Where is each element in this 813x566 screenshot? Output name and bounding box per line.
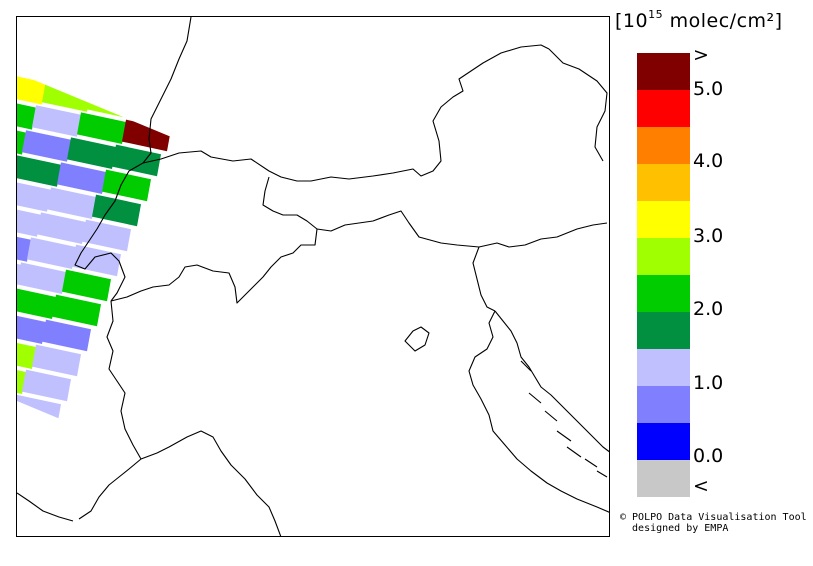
legend-tick-label: 2.0 [693, 298, 724, 320]
legend-swatch [637, 238, 690, 275]
legend-tick-label: 0.0 [693, 445, 724, 467]
coastlines-borders [17, 17, 609, 536]
legend-tick-label: 4.0 [693, 150, 724, 172]
legend-swatch [637, 53, 690, 90]
swath-pixel [87, 87, 136, 119]
swath-pixel [77, 112, 126, 144]
border-france-italy [78, 300, 142, 520]
swath-pixel [92, 194, 141, 227]
legend-swatch [637, 460, 690, 497]
coast-istria-croatia [494, 310, 609, 453]
legend-swatch [637, 312, 690, 349]
swath-pixel [47, 187, 96, 219]
swath-pixel [17, 419, 51, 421]
coast-liguria [140, 430, 282, 536]
swath-pixel [17, 262, 66, 294]
swath-pixel [82, 219, 131, 252]
legend-swatch [637, 423, 690, 460]
border-italy-slovenia [472, 246, 496, 312]
legend-swatch [637, 201, 690, 238]
border-austria-germany [548, 48, 608, 162]
swath-pixel [17, 287, 56, 319]
legend-tick-label: < [693, 475, 709, 497]
credit-line-1: © POLPO Data Visualisation Tool [620, 512, 807, 523]
legend-swatch [637, 90, 690, 127]
legend-tick-label: > [693, 44, 709, 66]
swath-pixel [32, 344, 81, 377]
swath-pixel [17, 312, 46, 344]
swath-pixel [17, 205, 41, 237]
swath-pixel [42, 80, 91, 112]
swath-pixel [17, 98, 36, 130]
coast-southwest [17, 492, 74, 522]
swath-pixel [52, 294, 101, 327]
credit-line-2: designed by EMPA [620, 523, 729, 534]
swath-pixel [17, 180, 51, 212]
swath-pixel [37, 212, 86, 244]
swath-pixel [17, 155, 61, 187]
legend-swatch [637, 386, 690, 423]
swath-pixel [32, 105, 81, 137]
swath-pixel [102, 169, 151, 202]
units-main: [10 [615, 10, 649, 32]
border-france-germany [142, 17, 192, 164]
legend-swatch [637, 349, 690, 386]
swath-pixel [62, 269, 111, 302]
border-switzerland-italy [110, 176, 318, 304]
swath-pixel [57, 162, 106, 194]
swath-pixel [72, 244, 121, 277]
lake-details [404, 326, 430, 352]
swath-pixel [132, 94, 181, 127]
border-austria-italy [316, 210, 608, 248]
legend-swatch [637, 164, 690, 201]
swath-pixel [42, 319, 91, 352]
coast-adriatic [468, 310, 609, 513]
units-exponent: 15 [648, 8, 664, 21]
swath-pixel [27, 237, 76, 269]
legend-swatch [637, 127, 690, 164]
swath-pixel [22, 369, 71, 402]
border-france-switzerland [74, 162, 144, 302]
swath-pixel [17, 394, 61, 421]
legend-tick-label: 3.0 [693, 225, 724, 247]
legend-swatch [637, 275, 690, 312]
color-legend: [1015 molec/cm²] >5.0 4.0 3.0 2.0 1.0 0.0 < [615, 0, 813, 566]
swath-pixel [17, 73, 46, 105]
swath-pixel [17, 230, 31, 262]
units-rest: molec/cm²] [663, 10, 783, 32]
satellite-swath-pixels [17, 73, 181, 477]
legend-units: [1015 molec/cm²] [615, 8, 783, 32]
legend-tick-label: 1.0 [693, 372, 724, 394]
legend-tick-label: 5.0 [693, 78, 724, 100]
swath-pixel [67, 137, 116, 169]
map-canvas[interactable] [17, 17, 610, 537]
croatian-islands [520, 360, 608, 478]
swath-pixel [112, 144, 161, 177]
swath-pixel [122, 119, 171, 152]
swath-pixel [17, 445, 41, 477]
border-switzerland-north [142, 44, 550, 182]
swath-pixel [17, 337, 36, 369]
swath-pixel [22, 130, 71, 162]
map-panel[interactable] [16, 16, 610, 537]
